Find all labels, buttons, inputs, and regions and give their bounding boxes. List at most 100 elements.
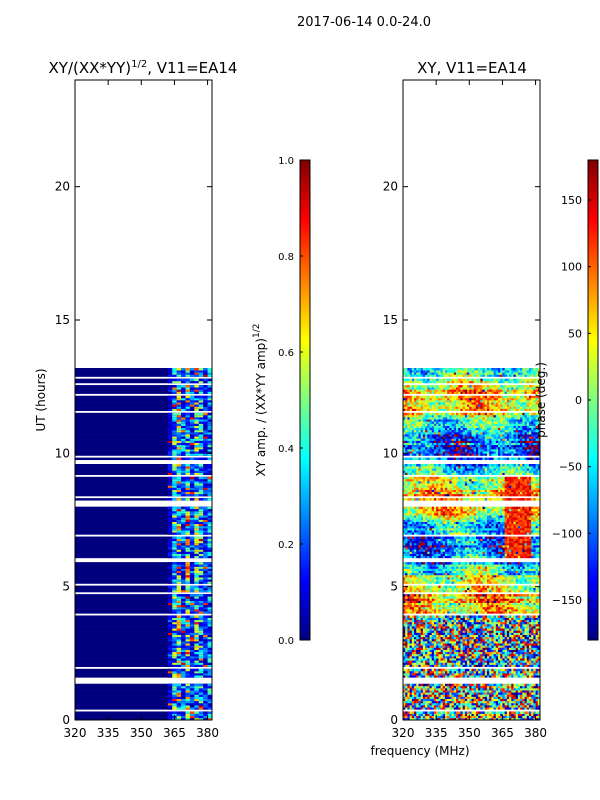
amplitude-cell: [194, 570, 200, 574]
amplitude-cell: [181, 408, 186, 411]
phase-cell: [451, 656, 455, 659]
amplitude-cell: [198, 491, 204, 495]
phase-cell: [528, 630, 532, 633]
amplitude-cell: [185, 690, 191, 693]
phase-cell: [509, 621, 512, 625]
phase-cell: [537, 598, 541, 601]
amplitude-cell: [207, 453, 213, 456]
phase-cell: [444, 626, 448, 629]
amplitude-cell: [203, 713, 208, 717]
phase-cell: [425, 717, 428, 721]
phase-cell: [533, 673, 536, 676]
amplitude-cell: [189, 647, 195, 650]
phase-cell: [537, 621, 541, 625]
phase-cell: [422, 688, 426, 691]
phase-cell: [422, 647, 426, 650]
phase-cell: [405, 632, 408, 635]
amplitude-cell: [203, 451, 208, 454]
phase-cell: [531, 660, 534, 663]
phase-cell: [486, 662, 490, 665]
amplitude-cell: [198, 489, 204, 493]
phase-cell: [456, 698, 459, 702]
phase-cell: [520, 668, 523, 672]
amplitude-cell: [189, 624, 195, 627]
amplitude-cell: [185, 713, 191, 717]
phase-cell: [411, 656, 415, 659]
phase-cell: [469, 702, 472, 706]
phase-cell: [464, 705, 468, 708]
phase-cell: [447, 611, 450, 614]
phase-cell: [475, 683, 479, 687]
phase-cell: [453, 662, 457, 665]
phase-cell: [456, 690, 459, 693]
y-tick-label: 0: [62, 713, 70, 727]
phase-cell: [498, 641, 501, 644]
amplitude-cell: [172, 540, 177, 544]
phase-cell: [409, 649, 413, 653]
phase-cell: [440, 641, 444, 644]
phase-cell: [429, 675, 433, 678]
amplitude-row: [75, 513, 212, 516]
amplitude-cell: [172, 581, 177, 584]
amplitude-row: [75, 472, 212, 475]
phase-cell: [405, 715, 408, 719]
phase-cell: [442, 673, 446, 676]
phase-cell: [416, 626, 419, 629]
phase-cell: [464, 668, 468, 672]
phase-cell: [535, 685, 539, 689]
amplitude-cell: [185, 483, 191, 486]
phase-cell: [493, 670, 497, 674]
phase-cell: [517, 685, 521, 689]
phase-cell: [438, 700, 441, 704]
amplitude-cell: [167, 449, 173, 452]
amplitude-cell: [207, 395, 213, 399]
phase-cell: [405, 673, 408, 676]
amplitude-cell: [176, 408, 182, 411]
amplitude-cell: [194, 617, 200, 621]
phase-cell: [436, 641, 439, 644]
phase-cell: [429, 664, 433, 667]
phase-cell: [464, 632, 468, 635]
phase-cell: [409, 611, 413, 614]
phase-cell: [436, 619, 439, 623]
phase-cell: [500, 717, 503, 721]
phase-cell: [460, 606, 463, 610]
phase-cell: [509, 641, 512, 644]
amplitude-cell: [207, 478, 213, 482]
phase-cell: [429, 604, 433, 608]
amplitude-cell: [194, 589, 200, 593]
y-tick-label: 10: [55, 446, 70, 460]
amplitude-cell: [189, 378, 195, 382]
phase-cell: [493, 594, 497, 597]
phase-cell: [500, 670, 503, 674]
amplitude-cell: [203, 606, 208, 610]
phase-cell: [531, 653, 534, 657]
phase-cell: [495, 715, 499, 719]
phase-cell: [473, 606, 477, 610]
phase-cell: [535, 651, 539, 655]
amplitude-cell: [181, 374, 186, 377]
phase-cell: [405, 611, 408, 614]
amplitude-cell: [189, 429, 195, 433]
phase-cell: [486, 683, 490, 687]
amplitude-cell: [172, 647, 177, 650]
amplitude-cell: [172, 451, 177, 454]
phase-cell: [407, 653, 410, 657]
phase-cell: [484, 660, 488, 663]
phase-cell: [425, 673, 428, 676]
amplitude-cell: [172, 632, 177, 635]
phase-cell: [427, 717, 430, 721]
phase-cell: [425, 600, 428, 603]
phase-cell: [517, 673, 521, 676]
amplitude-cell: [203, 412, 208, 416]
amplitude-cell: [181, 517, 186, 520]
phase-cell: [462, 688, 466, 691]
phase-cell: [486, 696, 490, 699]
phase-cell: [427, 643, 430, 646]
phase-cell: [531, 688, 534, 691]
phase-cell: [453, 696, 457, 699]
phase-cell: [458, 602, 461, 606]
phase-cell: [409, 619, 413, 623]
phase-cell: [451, 668, 455, 672]
phase-cell: [537, 641, 541, 644]
